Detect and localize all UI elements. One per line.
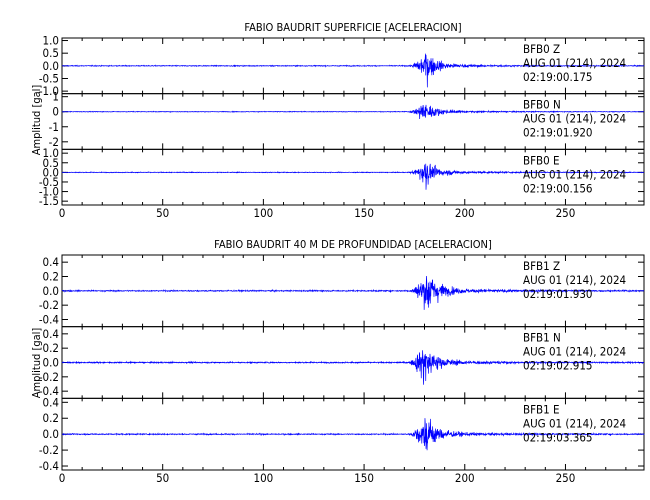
station-label: BFB1 E xyxy=(523,402,560,416)
y-tick-label: -1.0 xyxy=(39,185,59,199)
waveform-bfb1-e xyxy=(61,418,645,451)
plot-text: FABIO BAUDRIT SUPERFICIE [ACELERACION] Am… xyxy=(30,21,626,485)
y-tick-label: -2 xyxy=(49,135,59,149)
waveform-bfb1-z xyxy=(61,275,645,310)
x-tick-label: 250 xyxy=(556,206,576,220)
y-tick-label: 0.5 xyxy=(43,46,59,60)
x-tick-label: 50 xyxy=(156,206,169,220)
y-tick-label: -1.0 xyxy=(39,84,59,98)
station-label: BFB0 E xyxy=(523,153,560,167)
trace-time: 02:19:01.930 xyxy=(523,287,593,301)
y-tick-label: -0.2 xyxy=(39,443,59,457)
y-tick-label: 0.4 xyxy=(43,395,59,409)
x-tick-label: 100 xyxy=(254,471,274,485)
y-axis-label: Amplitud [gal] xyxy=(30,328,43,399)
chart-title: FABIO BAUDRIT SUPERFICIE [ACELERACION] xyxy=(244,21,461,34)
y-tick-label: -0.2 xyxy=(39,298,59,312)
y-tick-label: 0.2 xyxy=(43,341,59,355)
x-tick-label: 0 xyxy=(59,206,66,220)
trace-date: AUG 01 (214), 2024 xyxy=(523,56,626,70)
trace-time: 02:19:00.175 xyxy=(523,70,593,84)
y-tick-label: -0.5 xyxy=(39,175,59,189)
x-tick-label: 150 xyxy=(354,471,374,485)
y-tick-label: -1 xyxy=(49,120,59,134)
y-tick-label: 0.0 xyxy=(43,427,59,441)
y-tick-label: 0.0 xyxy=(43,165,59,179)
trace-date: AUG 01 (214), 2024 xyxy=(523,167,626,181)
chart-title: FABIO BAUDRIT 40 M DE PROFUNDIDAD [ACELE… xyxy=(214,238,492,251)
y-tick-label: -0.4 xyxy=(39,384,59,398)
y-tick-label: -1.5 xyxy=(39,194,59,208)
waveform-bfb0-e xyxy=(61,163,645,190)
y-tick-label: -0.5 xyxy=(39,71,59,85)
y-tick-label: 0.2 xyxy=(43,411,59,425)
trace-date: AUG 01 (214), 2024 xyxy=(523,112,626,126)
y-tick-label: 1.0 xyxy=(43,34,59,48)
x-tick-label: 200 xyxy=(455,206,475,220)
y-tick-label: -0.4 xyxy=(39,313,59,327)
y-tick-label: -0.2 xyxy=(39,370,59,384)
trace-time: 02:19:02.915 xyxy=(523,359,593,373)
x-tick-label: 50 xyxy=(156,471,169,485)
y-tick-label: 0.4 xyxy=(43,327,59,341)
y-tick-label: 0.5 xyxy=(43,156,59,170)
y-tick-label: 0.4 xyxy=(43,255,59,269)
y-tick-label: 1.0 xyxy=(43,146,59,160)
y-tick-label: 0.2 xyxy=(43,270,59,284)
station-label: BFB0 N xyxy=(523,98,561,112)
waveform-traces xyxy=(61,53,645,451)
waveform-bfb0-n xyxy=(61,104,645,120)
x-tick-label: 100 xyxy=(254,206,274,220)
y-tick-label: 1 xyxy=(52,90,59,104)
x-tick-label: 250 xyxy=(556,471,576,485)
trace-frame xyxy=(61,148,645,206)
trace-time: 02:19:03.365 xyxy=(523,430,593,444)
x-tick-label: 0 xyxy=(59,471,66,485)
trace-time: 02:19:01.920 xyxy=(523,126,593,140)
y-tick-label: 0.0 xyxy=(43,356,59,370)
y-tick-label: 0 xyxy=(52,105,59,119)
station-label: BFB1 Z xyxy=(523,259,560,273)
x-tick-label: 150 xyxy=(354,206,374,220)
trace-time: 02:19:00.156 xyxy=(523,181,593,195)
trace-date: AUG 01 (214), 2024 xyxy=(523,416,626,430)
y-tick-label: -0.4 xyxy=(39,459,59,473)
waveform-bfb0-z xyxy=(61,53,645,88)
trace-date: AUG 01 (214), 2024 xyxy=(523,273,626,287)
station-label: BFB1 N xyxy=(523,331,561,345)
trace-date: AUG 01 (214), 2024 xyxy=(523,345,626,359)
y-axis-label: Amplitud [gal] xyxy=(30,85,43,156)
station-label: BFB0 Z xyxy=(523,42,560,56)
y-tick-label: 0.0 xyxy=(43,284,59,298)
x-tick-label: 200 xyxy=(455,471,475,485)
y-tick-label: 0.0 xyxy=(43,59,59,73)
waveform-bfb1-n xyxy=(61,350,645,385)
